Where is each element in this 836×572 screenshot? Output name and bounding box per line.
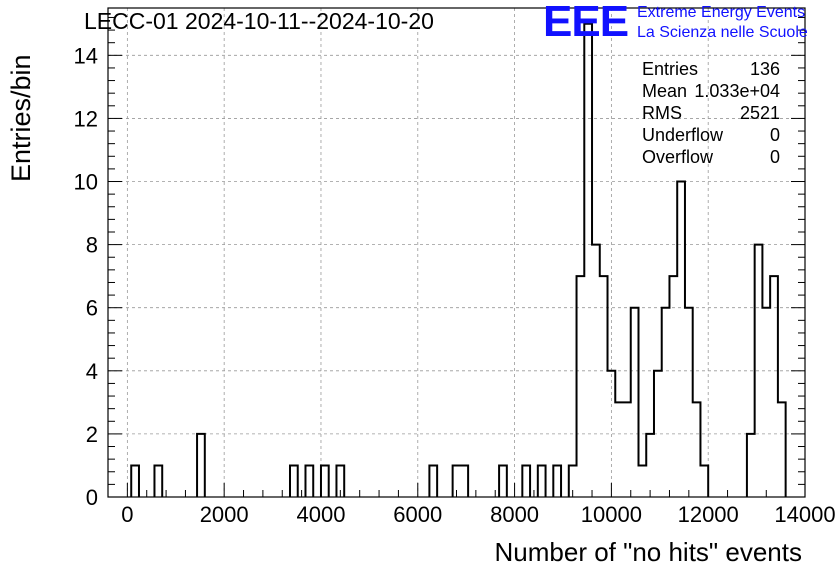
histogram-bin (577, 276, 585, 497)
histogram-outline (130, 22, 787, 497)
histogram-bin (608, 371, 616, 497)
stats-box: Entries 136 Mean 1.033e+04 RMS 2521 Unde… (642, 58, 780, 168)
logo-line-1: Extreme Energy Events (637, 4, 806, 21)
x-tick-label: 14000 (774, 502, 835, 527)
histogram-bin (669, 276, 677, 497)
stats-key: Overflow (642, 147, 714, 167)
histogram-bin (429, 465, 437, 497)
stats-row: Overflow 0 (642, 146, 780, 168)
histogram-bin (762, 308, 770, 497)
stats-key: Entries (642, 59, 699, 79)
histogram-bin (677, 182, 685, 497)
histogram-bin (747, 434, 755, 497)
stats-row: Entries 136 (642, 58, 780, 80)
stats-key: RMS (642, 103, 682, 123)
histogram-bin (154, 465, 162, 497)
histogram-bin (197, 434, 205, 497)
histogram-bin (131, 465, 139, 497)
histogram-bin (755, 245, 763, 497)
stats-value: 2521 (739, 103, 780, 123)
histogram-bin (770, 276, 778, 497)
stats-key: Underflow (642, 125, 724, 145)
axis-ticks (107, 16, 806, 498)
y-tick-label: 4 (86, 359, 98, 384)
histogram-bin (321, 465, 329, 497)
histogram-bin (778, 402, 786, 497)
y-tick-label: 8 (86, 233, 98, 258)
eee-logo-text: Extreme Energy Events La Scienza nelle S… (637, 3, 808, 43)
y-tick-label: 6 (86, 296, 98, 321)
histogram-bin (522, 465, 530, 497)
x-tick-label: 6000 (393, 502, 442, 527)
tick-labels: 0 2000 4000 6000 8000 10000 12000 14000 0 2 4 6 8 10 1… (74, 43, 836, 527)
stats-value: 0 (769, 125, 780, 145)
x-tick-label: 2000 (200, 502, 249, 527)
histogram-bin (584, 24, 592, 497)
stats-row: RMS 2521 (642, 102, 780, 124)
histogram-bin (538, 465, 546, 497)
stats-value: 1.033e+04 (694, 81, 780, 101)
histogram-bin (499, 465, 507, 497)
x-tick-label: 10000 (581, 502, 642, 527)
x-tick-label: 12000 (678, 502, 739, 527)
histogram-bin (305, 465, 313, 497)
logo-line-2: La Scienza nelle Scuole (637, 24, 808, 41)
y-tick-label: 12 (74, 106, 98, 131)
stats-row: Mean 1.033e+04 (642, 80, 780, 102)
histogram-bin (638, 465, 646, 497)
y-tick-label: 2 (86, 422, 98, 447)
histogram-bin (654, 371, 662, 497)
stats-value: 136 (749, 59, 780, 79)
y-tick-label: 14 (74, 43, 98, 68)
histogram-bins (130, 22, 787, 497)
histogram-bin (615, 402, 623, 497)
histogram-bin (600, 276, 608, 497)
x-axis-label: Number of "no hits" events (494, 537, 803, 567)
stats-key: Mean (642, 81, 688, 101)
eee-logo: EEE (543, 0, 629, 46)
histogram-bin (700, 465, 708, 497)
y-tick-label: 10 (74, 170, 98, 195)
x-tick-label: 8000 (490, 502, 539, 527)
histogram-bin (553, 465, 561, 497)
histogram-bin (685, 308, 693, 497)
y-tick-label: 0 (86, 485, 98, 510)
histogram-bin (693, 402, 701, 497)
y-axis-label: Entries/bin (6, 54, 36, 182)
histogram-bin (623, 402, 631, 497)
stats-value: 0 (769, 147, 780, 167)
x-tick-label: 0 (121, 502, 133, 527)
histogram-bin (646, 434, 654, 497)
histogram-bin (662, 308, 670, 497)
histogram-bin (290, 465, 298, 497)
x-tick-label: 4000 (296, 502, 345, 527)
histogram-bin (592, 245, 600, 497)
stats-row: Underflow 0 (642, 124, 780, 146)
histogram-bin (460, 465, 468, 497)
histogram-bin (631, 308, 639, 497)
chart-title: LECC-01 2024-10-11--2024-10-20 (84, 8, 434, 34)
grid-lines (108, 8, 806, 497)
